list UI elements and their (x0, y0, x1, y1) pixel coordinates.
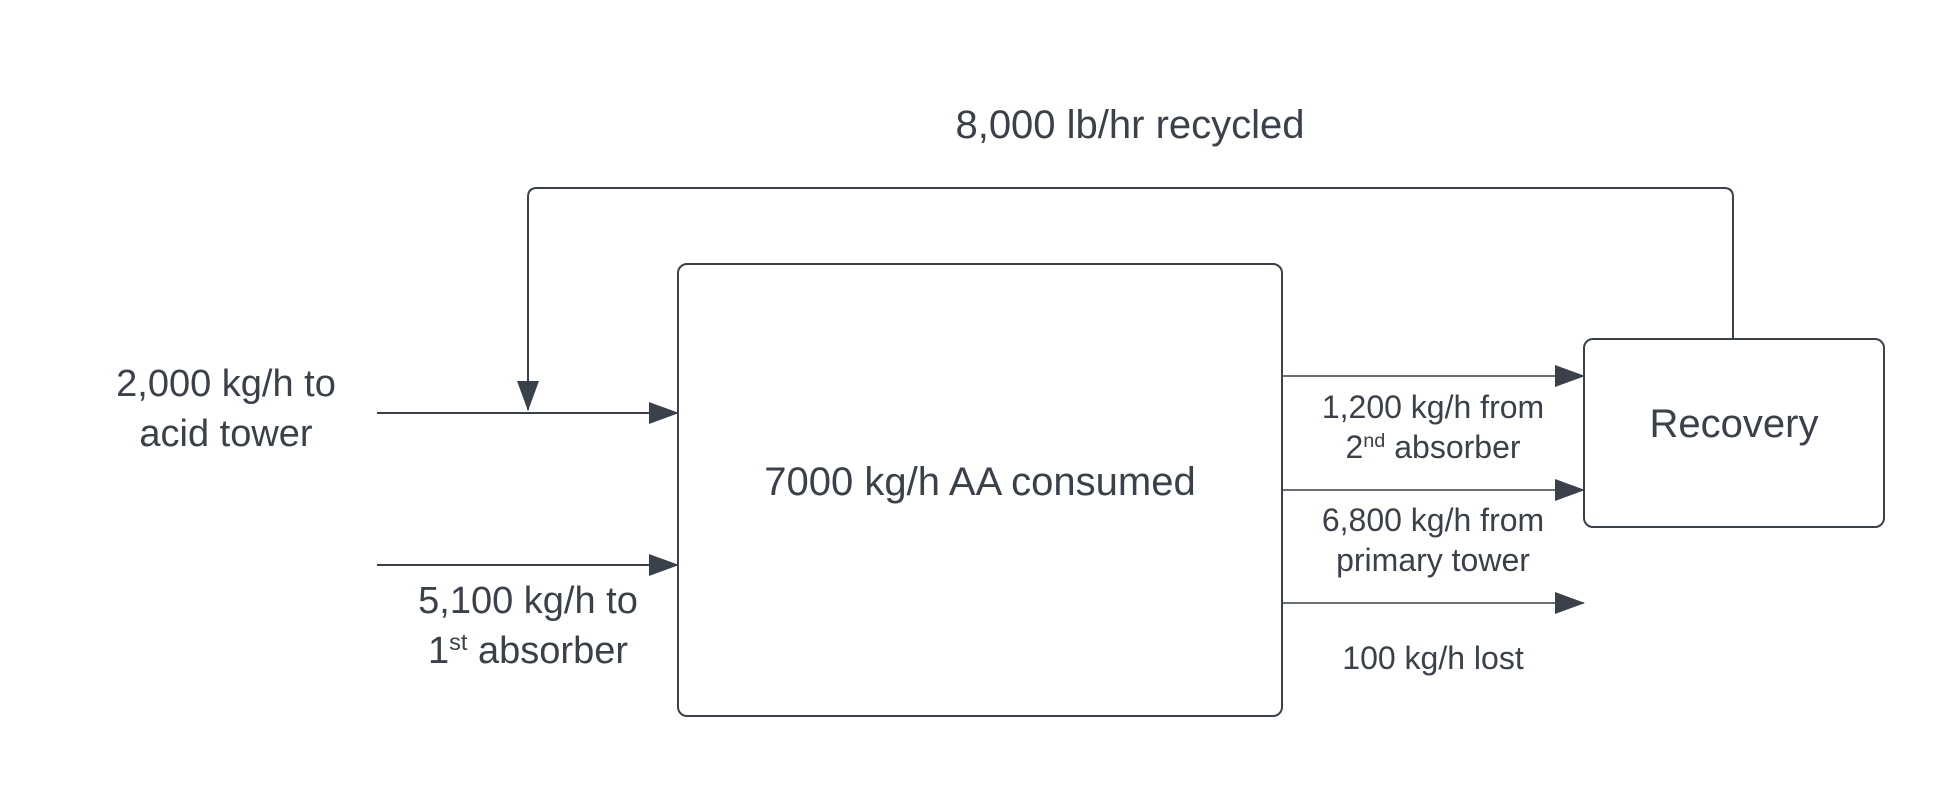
feed-absorber-label: 5,100 kg/h to 1st absorber (378, 576, 678, 676)
out-primary-tower-line2: primary tower (1336, 542, 1530, 578)
feed-absorber-line1: 5,100 kg/h to (418, 580, 638, 622)
out-second-absorber-line1: 1,200 kg/h from (1321, 389, 1545, 425)
feed-acid-label: 2,000 kg/h to acid tower (76, 359, 376, 459)
out-lost-label: 100 kg/h lost (1342, 640, 1524, 676)
out-primary-tower-label: 6,800 kg/h from primary tower (1282, 500, 1584, 580)
feed-acid-line2: acid tower (139, 413, 313, 455)
main-process-label: 7000 kg/h AA consumed (764, 460, 1196, 504)
recovery-label: Recovery (1649, 402, 1819, 446)
out-primary-tower-line1: 6,800 kg/h from (1321, 502, 1545, 538)
feed-acid-line1: 2,000 kg/h to (116, 363, 336, 405)
out-second-absorber-label: 1,200 kg/h from 2nd absorber (1282, 387, 1584, 467)
feed-absorber-line2: 1st absorber (427, 629, 628, 672)
out-second-absorber-line2: 2nd absorber (1345, 429, 1521, 465)
recycle-line (517, 187, 1734, 411)
recycle-label: 8,000 lb/hr recycled (955, 103, 1305, 147)
